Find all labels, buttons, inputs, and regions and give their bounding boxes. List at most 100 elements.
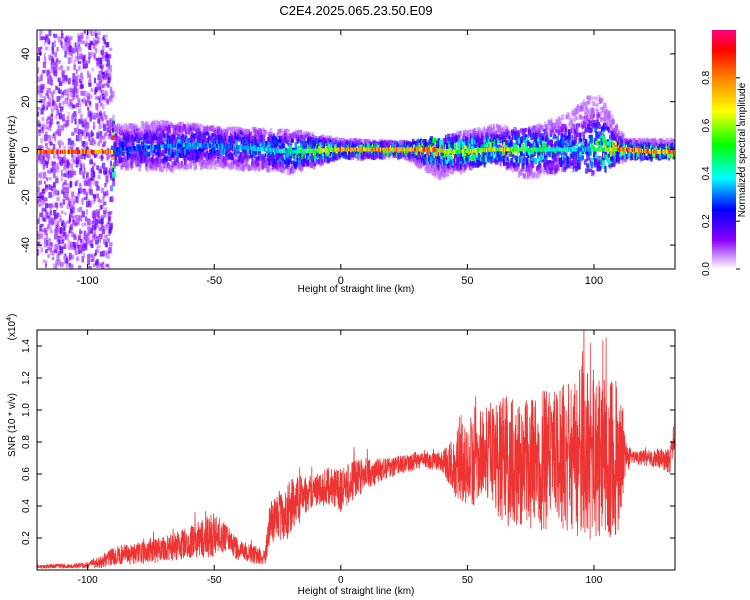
spectrogram-cell: [285, 160, 288, 165]
spectrogram-cell: [448, 167, 452, 174]
spectrogram-cell: [55, 59, 58, 64]
spectrogram-ridge-cell: [263, 147, 266, 152]
spectrogram-cell: [60, 235, 64, 243]
spectrogram-cell: [253, 126, 257, 131]
spectrogram-cell: [104, 210, 107, 218]
spectrogram-cell: [207, 132, 210, 137]
spectrogram-ridge-cell: [227, 144, 229, 149]
spectrogram-cell: [420, 158, 425, 164]
spectrogram-cell: [48, 54, 52, 61]
spectrogram-ridge-cell: [219, 144, 221, 149]
spectrogram-cell: [425, 167, 429, 173]
spectrogram-cell: [494, 158, 499, 165]
spectrogram-cell: [194, 145, 198, 152]
spectrogram-cell: [239, 127, 242, 131]
spectrogram-cell: [42, 187, 45, 194]
spectrogram-cell: [96, 165, 99, 170]
spectrogram-cell: [42, 61, 47, 69]
spectrogram-cell: [72, 47, 75, 54]
spectrogram-cell: [254, 151, 258, 156]
spectrogram-cell: [47, 71, 51, 78]
spectrogram-ridge-cell: [223, 144, 226, 149]
spectrogram-cell: [311, 132, 315, 137]
spectrogram-cell: [459, 163, 462, 170]
spectrogram-ridge-cell: [93, 149, 96, 154]
spectrogram-cell: [139, 161, 143, 168]
spectrogram-ridge-cell: [324, 148, 326, 153]
spectrogram-cell: [395, 141, 399, 148]
spectrogram-ridge-cell: [163, 144, 166, 149]
spectrogram-cell: [74, 42, 77, 47]
spectrogram-ridge-cell: [476, 148, 479, 153]
spectrogram-cell: [456, 166, 459, 171]
spectrogram-cell: [54, 33, 58, 39]
spectrogram-ridge-cell: [127, 146, 129, 151]
spectrogram-ridge-cell: [226, 144, 228, 149]
spectrogram-cell: [152, 155, 155, 162]
spectrogram-cell: [195, 163, 198, 170]
spectrogram-ridge-cell: [39, 149, 41, 154]
spectrogram-cell: [72, 78, 76, 82]
spectrogram-cell: [327, 156, 330, 163]
spectrogram-cell: [440, 152, 443, 157]
spectrogram-cell: [39, 144, 43, 149]
spectrogram-ridge-cell: [404, 147, 407, 152]
spectrogram-cell: [79, 53, 83, 59]
spectrogram-cell: [168, 127, 172, 134]
spectrogram-cell: [107, 64, 110, 70]
spectrogram-cell: [97, 219, 100, 224]
spectrogram-ridge-cell: [100, 149, 103, 154]
spectrogram-cell: [434, 138, 439, 143]
spectrogram-cell: [66, 258, 69, 265]
spectrogram-ridge-cell: [379, 147, 382, 152]
spectrogram-cell: [103, 238, 107, 245]
spectrogram-cell: [357, 144, 360, 151]
spectrogram-ridge-cell: [252, 146, 254, 151]
spectrogram-cell: [46, 164, 49, 168]
spectrogram-cell: [43, 134, 48, 142]
spectrogram-ridge-cell: [259, 146, 261, 151]
spectrogram-cell: [224, 160, 229, 167]
spectrogram-cell: [60, 210, 64, 214]
spectrogram-cell: [166, 156, 170, 161]
spectrogram-cell: [106, 222, 110, 229]
spectrogram-cell: [92, 194, 97, 199]
spectrogram-cell: [273, 139, 277, 146]
spectrogram-cell: [82, 252, 86, 259]
spectrogram-cell: [246, 153, 250, 158]
spectrogram-ridge-cell: [41, 149, 44, 154]
spectrogram-ridge-cell: [52, 149, 55, 154]
spectrogram-cell: [227, 148, 231, 152]
spectrogram-cell: [318, 146, 321, 150]
spectrogram-cell: [456, 159, 460, 166]
spectrogram-cell: [318, 156, 321, 164]
spectrogram-cell: [132, 126, 135, 132]
spectrogram-cell: [235, 151, 238, 157]
spectrogram-cell: [432, 145, 435, 150]
spectrogram-cell: [113, 149, 117, 154]
spectrogram-ridge-cell: [103, 149, 105, 154]
spectrogram-cell: [482, 129, 487, 136]
spectrogram-cell: [325, 151, 328, 158]
spectrogram-cell: [71, 231, 74, 238]
spectrogram-cell: [43, 230, 47, 236]
spectrogram-ridge-cell: [64, 149, 66, 154]
spectrogram-cell: [60, 41, 64, 49]
spectrogram-ridge-cell: [67, 149, 70, 154]
spectrogram-ridge-cell: [239, 145, 242, 150]
spectrogram-cell: [58, 139, 63, 143]
spectrogram-cell: [99, 102, 103, 107]
spectrogram-cell: [76, 57, 80, 63]
spectrogram-cell: [384, 153, 387, 157]
spectrogram-cell: [131, 151, 135, 156]
spectrogram-cell: [37, 56, 41, 62]
spectrogram-cell: [468, 128, 471, 134]
spectrogram-cell: [283, 163, 287, 169]
spectrogram-cell: [82, 90, 86, 97]
spectrogram-cell: [54, 235, 57, 239]
spectrogram-ridge-cell: [237, 145, 240, 150]
spectrogram-cell: [97, 74, 101, 81]
spectrogram-cell: [62, 91, 64, 95]
spectrogram-ridge-cell: [288, 149, 291, 154]
